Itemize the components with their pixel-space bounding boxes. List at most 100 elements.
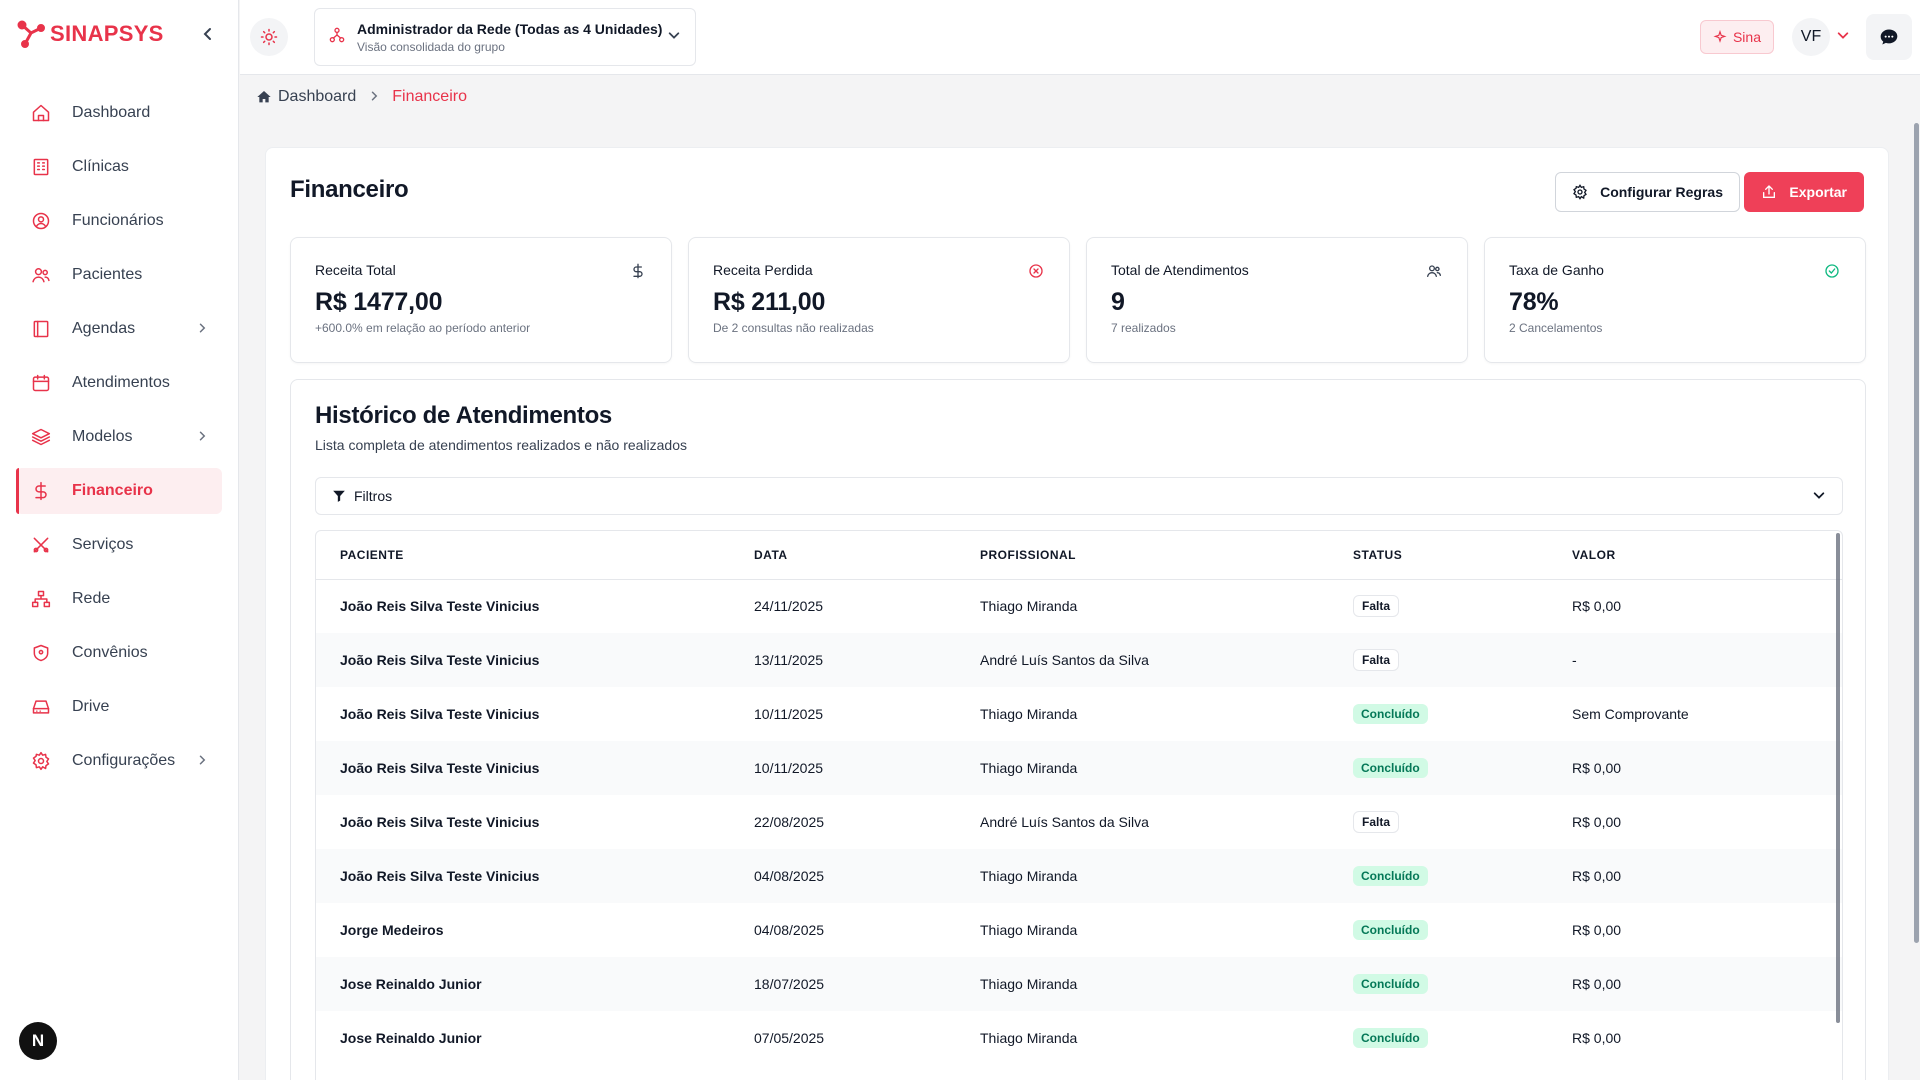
shield-icon xyxy=(30,642,52,664)
table-scrollbar[interactable] xyxy=(1836,533,1840,1023)
sidebar-item-rede[interactable]: Rede xyxy=(16,576,222,622)
card-label: Total de Atendimentos xyxy=(1111,262,1249,278)
sidebar-item-label: Configurações xyxy=(72,752,176,769)
chevron-right-icon xyxy=(196,321,208,337)
user-circle-icon xyxy=(30,210,52,232)
status-badge: Concluído xyxy=(1353,704,1428,724)
summary-cards: Receita Total R$ 1477,00 +600.0% em relaçã… xyxy=(290,237,1866,363)
breadcrumb-home-label: Dashboard xyxy=(278,88,357,105)
sina-button[interactable]: Sina xyxy=(1699,20,1774,54)
sidebar-item-clinicas[interactable]: Clínicas xyxy=(16,144,222,190)
cell-professional: Thiago Miranda xyxy=(956,957,1329,1011)
column-header[interactable]: VALOR xyxy=(1548,531,1842,580)
cell-date: 10/11/2025 xyxy=(730,741,956,795)
sidebar-item-servicos[interactable]: Serviços xyxy=(16,522,222,568)
bottom-avatar[interactable]: N xyxy=(19,1022,57,1060)
column-header[interactable]: STATUS xyxy=(1329,531,1548,580)
history-table-container[interactable]: PACIENTE DATA PROFISSIONAL STATUS VALOR … xyxy=(315,530,1843,1080)
filters-toggle[interactable]: Filtros xyxy=(315,477,1843,515)
gear-icon xyxy=(1573,184,1588,200)
export-label: Exportar xyxy=(1789,184,1847,200)
table-row[interactable]: João Reis Silva Teste Vinicius 24/11/2025… xyxy=(316,579,1842,633)
cell-date: 18/07/2025 xyxy=(730,957,956,1011)
sidebar-item-label: Rede xyxy=(72,590,111,607)
breadcrumb-home[interactable]: Dashboard xyxy=(256,88,356,106)
calendar-icon xyxy=(30,372,52,394)
brand-logo[interactable]: SINAPSYS xyxy=(16,19,164,49)
table-row[interactable]: Jose Reinaldo Junior 18/07/2025 Thiago Mir… xyxy=(316,957,1842,1011)
cell-patient: João Reis Silva Teste Vinicius xyxy=(340,706,540,722)
filter-icon xyxy=(332,489,346,503)
status-badge: Concluído xyxy=(1353,920,1428,940)
drive-icon xyxy=(30,696,52,718)
cell-status: Concluído xyxy=(1329,687,1548,741)
logo-row: SINAPSYS xyxy=(0,0,238,68)
user-avatar[interactable]: VF xyxy=(1792,18,1830,56)
sidebar-item-label: Convênios xyxy=(72,644,148,661)
sidebar-item-label: Pacientes xyxy=(72,266,143,283)
status-badge: Concluído xyxy=(1353,758,1428,778)
page-scrollbar[interactable] xyxy=(1914,123,1919,943)
cell-value: R$ 0,00 xyxy=(1548,957,1842,1011)
layers-icon xyxy=(30,426,52,448)
configure-rules-button[interactable]: Configurar Regras xyxy=(1555,172,1740,212)
history-section: Histórico de Atendimentos Lista completa… xyxy=(290,379,1866,1080)
user-menu-chevron-icon[interactable] xyxy=(1836,28,1850,47)
cell-professional: Thiago Miranda xyxy=(980,706,1078,722)
cell-date: 04/08/2025 xyxy=(754,922,825,938)
card-subtext: +600.0% em relação ao período anterior xyxy=(315,321,531,335)
sidebar-item-dashboard[interactable]: Dashboard xyxy=(16,90,222,136)
sidebar-item-pacientes[interactable]: Pacientes xyxy=(16,252,222,298)
sidebar-item-configuracoes[interactable]: Configurações xyxy=(16,738,222,784)
sidebar-item-agendas[interactable]: Agendas xyxy=(16,306,222,352)
brand-name: SINAPSYS xyxy=(50,21,164,46)
sidebar-item-label: Dashboard xyxy=(72,104,151,121)
table-row[interactable]: João Reis Silva Teste Vinicius 10/11/2025… xyxy=(316,687,1842,741)
main-panel: Financeiro Configurar Regras Exportar Re… xyxy=(265,147,1889,1080)
cell-value: R$ 0,00 xyxy=(1572,1030,1622,1046)
unit-selector[interactable]: Administrador da Rede (Todas as 4 Unidad… xyxy=(314,8,696,66)
theme-toggle-button[interactable] xyxy=(250,18,288,56)
table-row[interactable]: Jose Reinaldo Junior 07/05/2025 Thiago Mir… xyxy=(316,1011,1842,1065)
column-header[interactable]: PROFISSIONAL xyxy=(956,531,1329,580)
dollar-icon xyxy=(30,480,52,502)
brand-logo-icon xyxy=(17,20,45,48)
table-row[interactable]: João Reis Silva Teste Vinicius 22/08/2025… xyxy=(316,795,1842,849)
cell-value: R$ 0,00 xyxy=(1572,922,1622,938)
export-button[interactable]: Exportar xyxy=(1744,172,1864,212)
users-icon xyxy=(30,264,52,286)
cell-patient: João Reis Silva Teste Vinicius xyxy=(316,741,730,795)
cell-status: Concluído xyxy=(1329,741,1548,795)
status-badge: Falta xyxy=(1353,811,1400,833)
sidebar-item-label: Financeiro xyxy=(72,482,153,499)
cell-patient: João Reis Silva Teste Vinicius xyxy=(316,633,730,687)
cell-professional: André Luís Santos da Silva xyxy=(980,814,1149,830)
cell-date: 24/11/2025 xyxy=(754,598,824,615)
sidebar-item-convenios[interactable]: Convênios xyxy=(16,630,222,676)
breadcrumb-separator-icon xyxy=(368,89,380,105)
sidebar-item-funcionarios[interactable]: Funcionários xyxy=(16,198,222,244)
sidebar: SINAPSYS Dashboard Clínicas Funcionários Pa… xyxy=(0,0,239,1080)
sidebar-item-drive[interactable]: Drive xyxy=(16,684,222,730)
status-badge: Concluído xyxy=(1353,1028,1428,1048)
card-value: 78% xyxy=(1509,288,1559,316)
table-row[interactable]: João Reis Silva Teste Vinicius 04/08/2025… xyxy=(316,849,1842,903)
sidebar-item-label: Serviços xyxy=(72,536,134,553)
collapse-sidebar-button[interactable] xyxy=(194,20,222,48)
chat-button[interactable] xyxy=(1866,14,1912,60)
sidebar-item-atendimentos[interactable]: Atendimentos xyxy=(16,360,222,406)
cell-patient: João Reis Silva Teste Vinicius xyxy=(316,849,730,903)
cell-professional: André Luís Santos da Silva xyxy=(956,633,1329,687)
table-row[interactable]: João Reis Silva Teste Vinicius 10/11/2025… xyxy=(316,741,1842,795)
cell-status: Falta xyxy=(1329,795,1548,849)
column-header[interactable]: PACIENTE xyxy=(316,531,730,580)
network-icon xyxy=(30,588,52,610)
breadcrumb: Dashboard Financeiro xyxy=(256,88,467,106)
network-icon xyxy=(329,27,345,48)
table-row[interactable]: João Reis Silva Teste Vinicius 13/11/2025… xyxy=(316,633,1842,687)
sidebar-item-modelos[interactable]: Modelos xyxy=(16,414,222,460)
chevron-left-icon xyxy=(203,28,211,40)
table-row[interactable]: Jorge Medeiros 04/08/2025 Thiago Miranda Co… xyxy=(316,903,1842,957)
sidebar-item-financeiro[interactable]: Financeiro xyxy=(16,468,222,514)
column-header[interactable]: DATA xyxy=(730,531,956,580)
